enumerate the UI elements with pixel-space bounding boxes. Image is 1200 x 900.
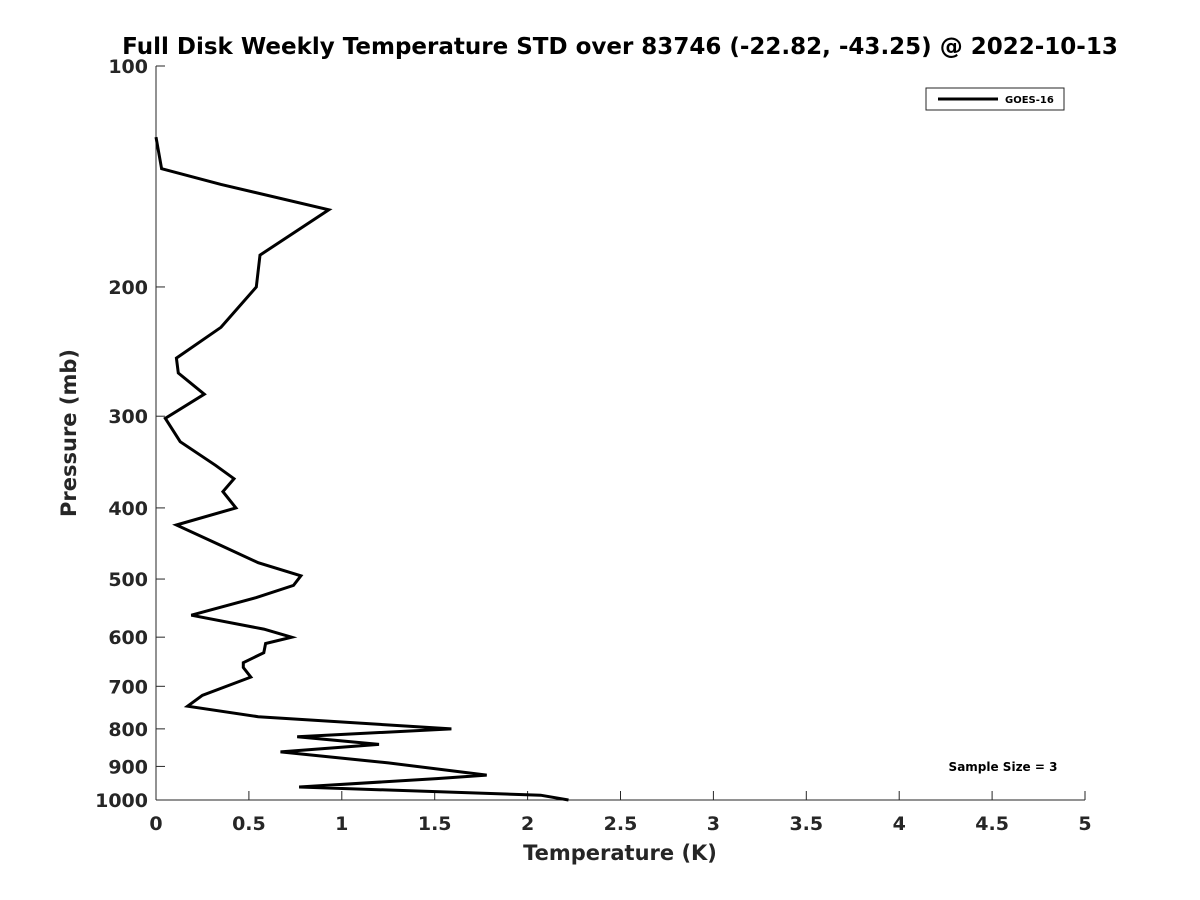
y-tick-label: 500 xyxy=(108,569,148,591)
x-tick-label: 3.5 xyxy=(789,813,823,835)
y-axis-ticks: 100 200 300 400 500 600 700 800 900 1000 xyxy=(95,56,165,812)
x-tick-label: 0 xyxy=(149,813,162,835)
chart-title: Full Disk Weekly Temperature STD over 83… xyxy=(122,34,1118,60)
y-tick-label: 800 xyxy=(108,719,148,741)
x-tick-label: 2.5 xyxy=(604,813,638,835)
legend-label: GOES-16 xyxy=(1005,95,1054,106)
x-axis-ticks: 0 0.5 1 1.5 2 2.5 3 3.5 4 4.5 5 xyxy=(149,791,1092,835)
x-tick-label: 2 xyxy=(521,813,534,835)
y-tick-label: 300 xyxy=(108,406,148,428)
y-tick-label: 600 xyxy=(108,627,148,649)
x-tick-label: 1 xyxy=(335,813,348,835)
x-tick-label: 4.5 xyxy=(975,813,1009,835)
x-tick-label: 1.5 xyxy=(418,813,452,835)
y-axis-label: Pressure (mb) xyxy=(57,349,81,517)
x-tick-label: 4 xyxy=(893,813,906,835)
y-tick-label: 100 xyxy=(108,56,148,78)
x-axis-label: Temperature (K) xyxy=(523,841,717,865)
y-tick-label: 200 xyxy=(108,277,148,299)
series-layer xyxy=(154,136,569,802)
y-tick-label: 900 xyxy=(108,756,148,778)
x-tick-label: 3 xyxy=(707,813,720,835)
sample-size-annotation: Sample Size = 3 xyxy=(949,760,1058,774)
legend: GOES-16 xyxy=(925,87,1065,111)
y-tick-label: 400 xyxy=(108,498,148,520)
axes xyxy=(155,66,1085,801)
y-tick-label: 1000 xyxy=(95,790,148,812)
x-tick-label: 0.5 xyxy=(232,813,266,835)
x-tick-label: 5 xyxy=(1078,813,1091,835)
series-line-goes-16 xyxy=(154,136,569,802)
y-tick-label: 700 xyxy=(108,676,148,698)
